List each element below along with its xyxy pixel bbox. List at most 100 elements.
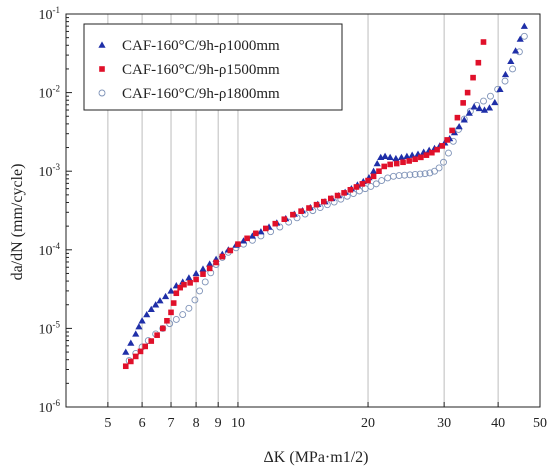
data-point — [334, 192, 341, 199]
data-point — [440, 158, 447, 166]
data-point — [475, 104, 483, 112]
data-point — [449, 137, 457, 145]
data-point — [187, 280, 193, 286]
data-point — [445, 149, 452, 157]
data-point — [395, 172, 403, 180]
legend-label: CAF-160°C/9h-ρ1800mm — [122, 86, 280, 102]
data-point — [132, 353, 139, 360]
legend-label: CAF-160°C/9h-ρ1000mm — [122, 38, 280, 54]
data-point — [142, 343, 148, 350]
axis-ticks-layer: 5 6 7 8 9 10 20 30 40 50 10-6 10-5 10-4 10-3 10-2 10-1 — [39, 5, 548, 431]
data-point — [290, 211, 296, 218]
data-point — [172, 315, 180, 323]
y-tick-label: 10-6 — [39, 398, 61, 416]
data-point — [321, 198, 327, 205]
data-point — [434, 146, 440, 153]
data-point — [370, 173, 377, 180]
data-point — [455, 122, 463, 130]
y-axis-title: da/dN (mm/cycle) — [9, 164, 26, 281]
data-point — [306, 205, 312, 211]
y-tick-label: 10-1 — [39, 5, 61, 23]
data-point — [406, 158, 412, 164]
data-point — [501, 70, 510, 78]
x-tick-label: 30 — [437, 416, 451, 431]
data-point — [516, 35, 524, 42]
data-points-layer — [122, 22, 528, 370]
data-point — [148, 338, 155, 344]
data-point — [213, 259, 219, 266]
y-tick-label: 10-3 — [39, 162, 61, 180]
data-point — [164, 317, 170, 324]
y-tick-label: 10-4 — [39, 241, 61, 259]
data-point — [248, 232, 257, 239]
data-point — [418, 154, 424, 161]
data-point — [227, 247, 234, 254]
series-2-points — [122, 39, 487, 370]
y-tick-label: 10-5 — [39, 319, 61, 337]
data-point — [192, 269, 200, 277]
data-point — [143, 310, 151, 318]
data-point — [406, 171, 414, 179]
data-point — [257, 228, 265, 235]
data-point — [253, 230, 259, 237]
data-point — [423, 152, 430, 158]
data-point — [293, 214, 301, 222]
data-point — [152, 301, 160, 308]
data-point — [372, 180, 380, 188]
data-point — [444, 137, 451, 143]
data-point — [401, 171, 409, 179]
data-point — [376, 168, 382, 174]
data-point — [367, 182, 375, 190]
data-point — [511, 47, 520, 54]
data-point — [185, 274, 193, 281]
data-point — [403, 152, 411, 159]
data-point — [353, 184, 360, 190]
data-point — [281, 216, 288, 223]
data-point — [411, 170, 419, 178]
data-point — [128, 358, 134, 365]
x-tick-label: 7 — [168, 416, 175, 431]
legend-box — [83, 23, 343, 111]
data-point — [191, 296, 199, 304]
data-point — [460, 100, 466, 106]
data-point — [421, 170, 429, 178]
data-point — [449, 127, 455, 134]
data-point — [359, 181, 366, 187]
data-point — [122, 363, 129, 370]
data-point — [347, 186, 354, 193]
data-point — [135, 323, 143, 330]
data-point — [154, 332, 160, 338]
data-point — [480, 39, 487, 45]
data-point — [408, 151, 416, 158]
data-point — [160, 325, 166, 332]
data-point — [127, 339, 135, 346]
x-tick-label: 20 — [361, 416, 375, 431]
data-point — [173, 290, 180, 297]
data-point — [201, 278, 209, 286]
legend-marker — [98, 89, 106, 97]
x-tick-label: 6 — [139, 416, 146, 431]
data-point — [470, 103, 478, 110]
data-point — [185, 304, 193, 312]
data-point — [416, 170, 424, 178]
data-point — [465, 109, 473, 116]
x-tick-label: 10 — [231, 416, 245, 431]
data-point — [263, 225, 269, 232]
data-point — [381, 152, 389, 159]
data-point — [485, 104, 494, 111]
x-tick-label: 5 — [104, 416, 111, 431]
data-point — [196, 287, 204, 295]
data-point — [491, 98, 499, 106]
data-point — [355, 187, 363, 195]
data-point — [520, 32, 528, 40]
data-point — [369, 167, 378, 174]
data-point — [480, 97, 487, 105]
data-point — [470, 74, 476, 81]
data-point — [179, 311, 187, 319]
data-point — [341, 190, 347, 196]
data-point — [384, 174, 392, 182]
data-point — [475, 59, 482, 66]
x-axis-title: ΔK (MPa·m1/2) — [264, 449, 369, 466]
x-tick-label: 50 — [533, 416, 547, 431]
